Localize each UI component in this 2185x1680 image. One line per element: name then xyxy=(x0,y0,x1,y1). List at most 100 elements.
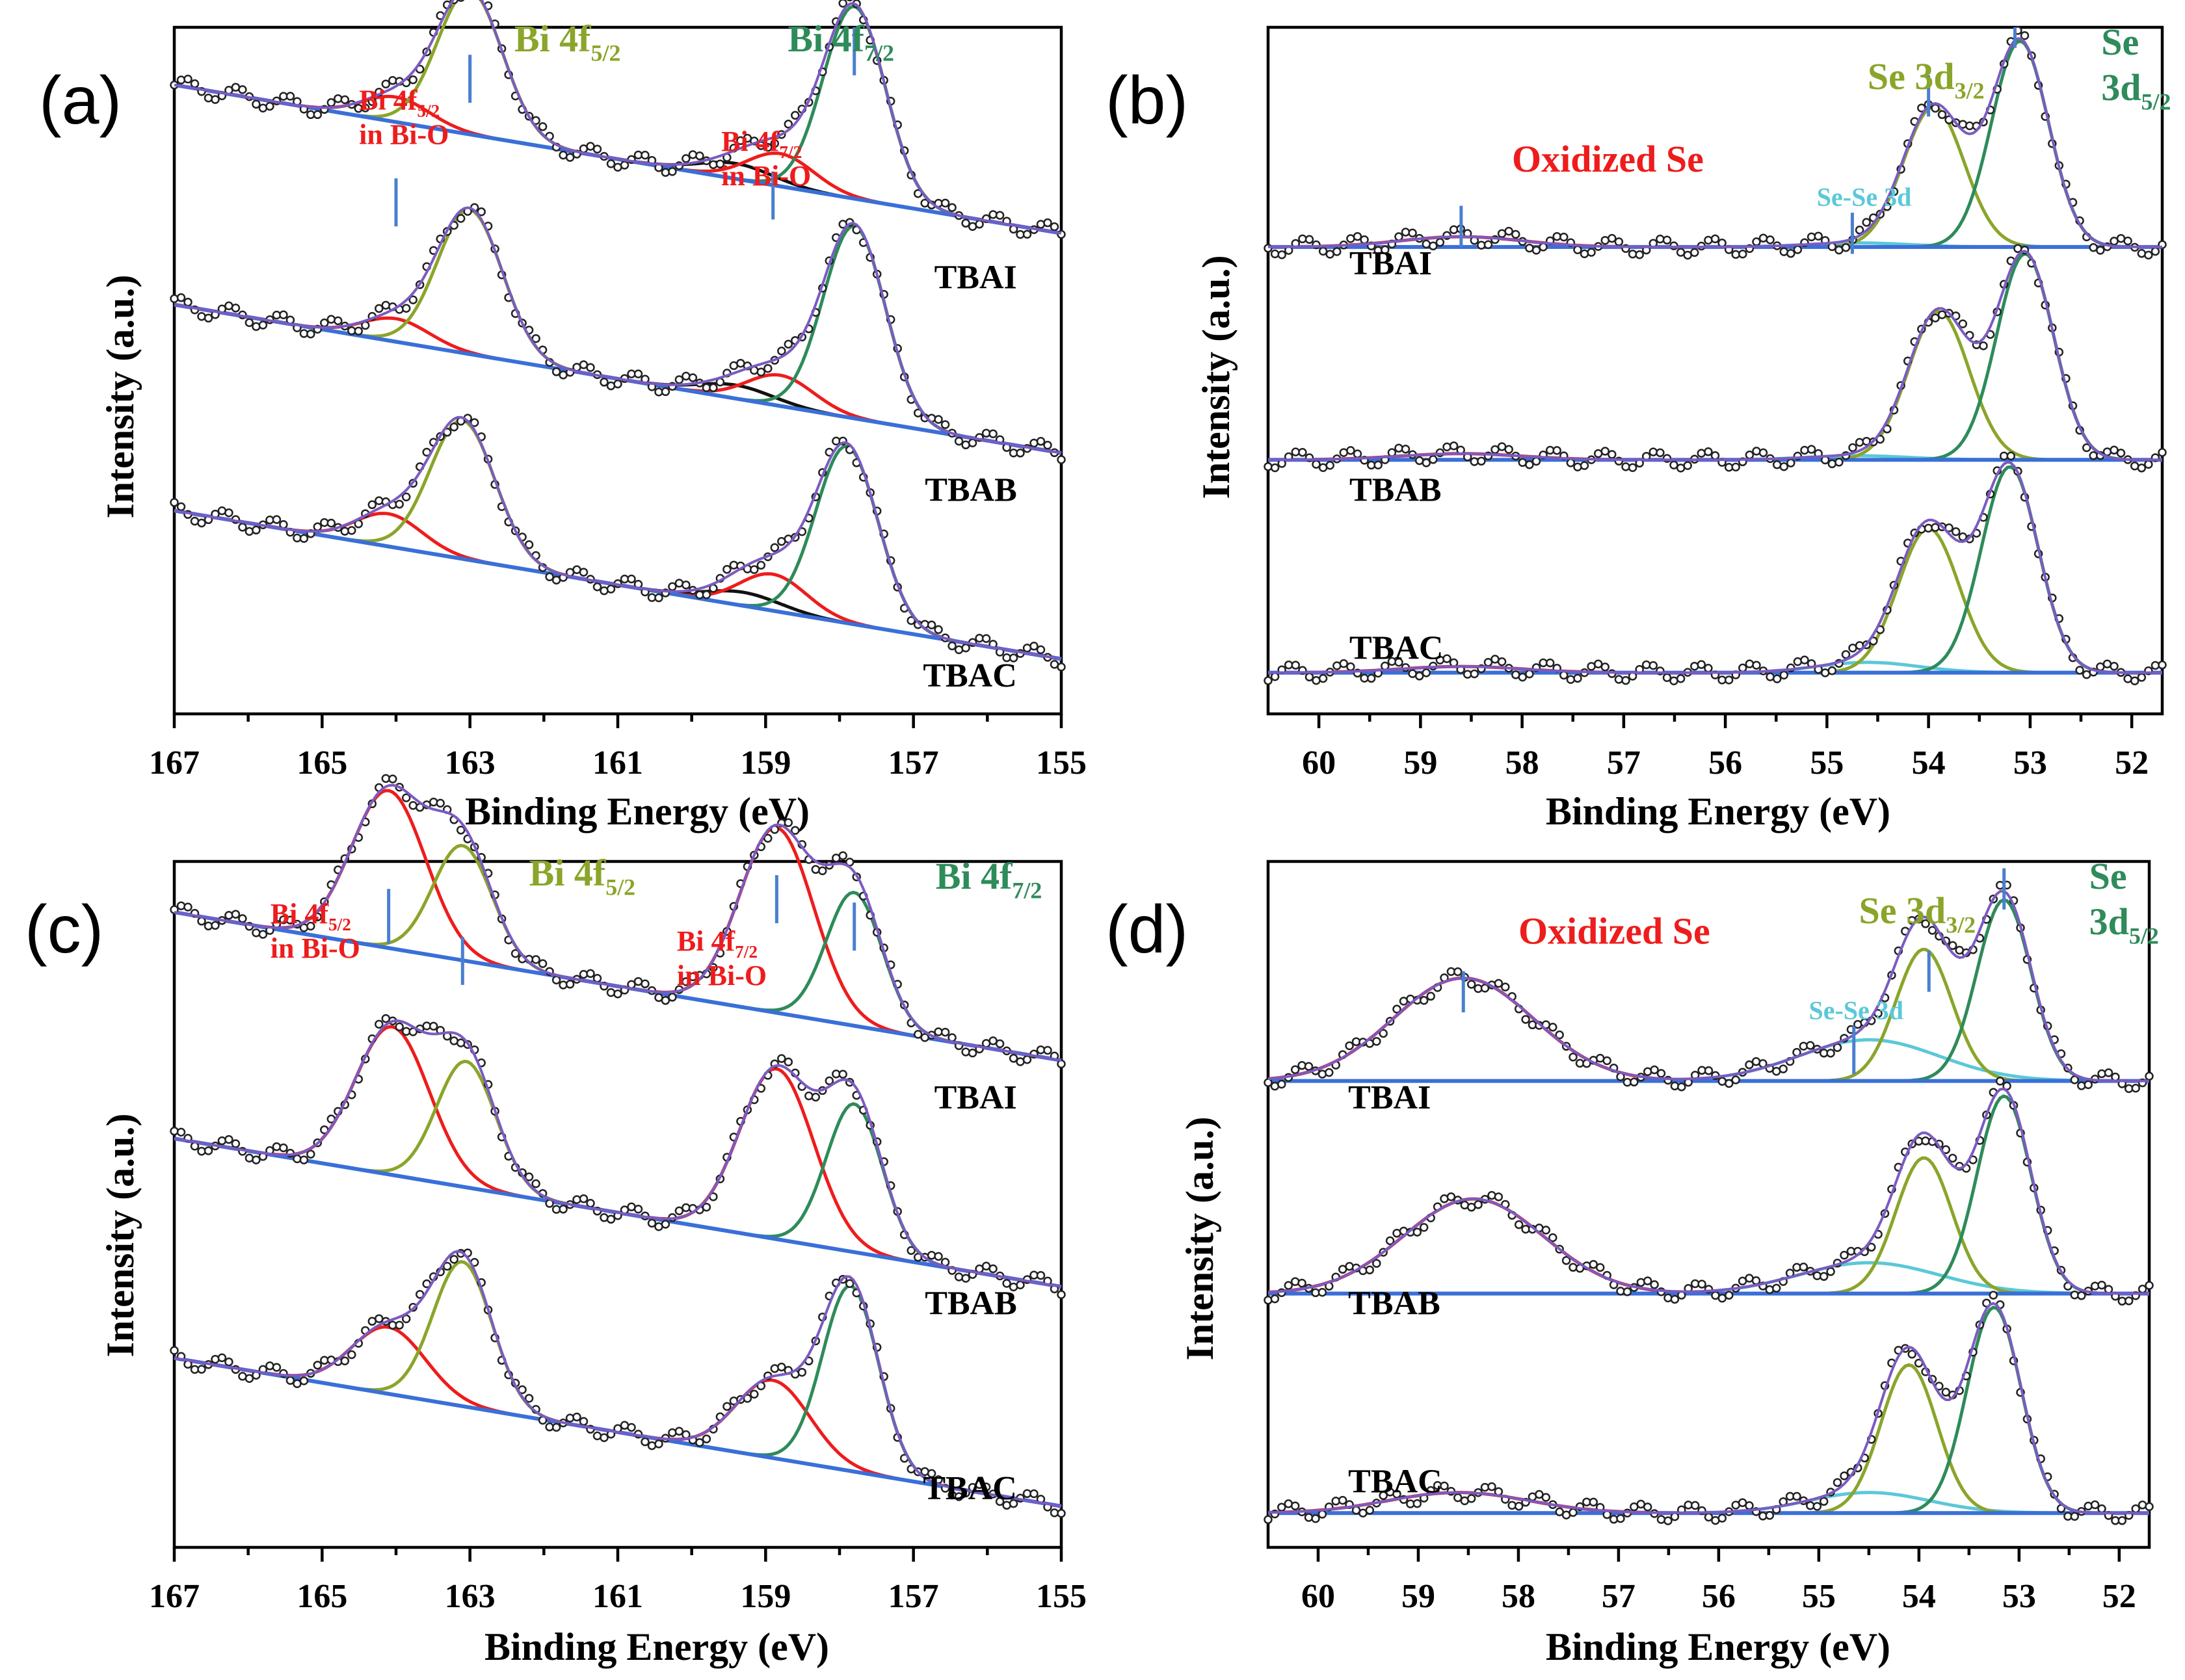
panel-b-data-point xyxy=(1449,225,1459,235)
panel-c-data-point xyxy=(784,1057,793,1067)
panel-b-data-point xyxy=(1608,450,1617,459)
panel-c-data-point xyxy=(627,1423,636,1432)
panel-d-xtick-label: 59 xyxy=(1401,1578,1435,1615)
panel-b-data-point xyxy=(1525,243,1534,253)
panel-a-data-point xyxy=(545,572,554,581)
panel-a-data-point xyxy=(668,167,677,176)
panel-a-xlabel: Binding Energy (eV) xyxy=(465,790,810,833)
panel-d-data-point xyxy=(1379,1491,1388,1501)
panel-d-xtick-label: 54 xyxy=(1902,1578,1936,1615)
panel-c-data-point xyxy=(429,1021,438,1031)
panel-c-data-point xyxy=(183,902,192,912)
panel-c-data-point xyxy=(961,1047,970,1057)
panel-b-data-point xyxy=(1318,463,1328,472)
panel-b-xtick-label: 57 xyxy=(1607,744,1641,781)
panel-c-data-point xyxy=(449,1255,458,1264)
panel-c-data-point xyxy=(682,977,691,986)
panel-a-data-point xyxy=(709,383,718,393)
panel-d-data-point xyxy=(1656,1069,1666,1078)
panel-a-data-point xyxy=(272,515,282,524)
panel-b-annotation-1: Se 3d3/2 xyxy=(1868,55,1985,104)
panel-c-data-point xyxy=(170,1346,179,1355)
panel-b-data-point xyxy=(1422,668,1431,677)
panel-a: (a) Intensity (a.u.) Binding Energy (eV)… xyxy=(39,0,1087,833)
panel-c-annotation-3: Bi 4f7/2 xyxy=(936,855,1042,904)
panel-b-data-point xyxy=(1318,246,1328,256)
panel-d-data-point xyxy=(1284,1281,1293,1290)
panel-b-data-point xyxy=(1600,447,1610,456)
panel-b-data-point xyxy=(1704,447,1713,456)
panel-b-data-point xyxy=(1318,674,1328,683)
panel-c-tbac-envelope xyxy=(174,1250,1062,1508)
panel-a-data-point xyxy=(620,161,629,170)
panel-a-data-point xyxy=(381,300,391,310)
panel-b-data-point xyxy=(1745,659,1755,668)
panel-a-data-point xyxy=(457,0,465,2)
panel-c-data-point xyxy=(279,1143,288,1153)
panel-d-data-point xyxy=(1656,1515,1666,1524)
panel-a-xtick-label: 165 xyxy=(297,744,347,781)
panel-c-data-point xyxy=(224,911,233,920)
panel-d-data-point xyxy=(1765,1511,1775,1520)
panel-b-data-point xyxy=(1710,234,1720,244)
panel-b-data-point xyxy=(1841,650,1851,659)
panel-b-data-point xyxy=(1264,676,1273,685)
panel-d-plot-frame xyxy=(1266,860,2151,1549)
panel-a-annotation-0: Bi 4f5/2 xyxy=(359,85,440,121)
panel-b-data-point xyxy=(1669,460,1678,469)
panel-d-data-point xyxy=(1650,1065,1659,1075)
panel-b-data-point xyxy=(1394,657,1403,667)
panel-c-data-point xyxy=(600,1213,609,1222)
panel-c-data-point xyxy=(1057,1290,1066,1299)
panel-b-series-tbac xyxy=(1264,451,2167,685)
panel-d-data-point xyxy=(2084,1080,2093,1090)
panel-c-data-point xyxy=(1043,1045,1052,1055)
panel-a-data-point xyxy=(340,95,350,105)
panel-b-data-point xyxy=(1779,670,1789,680)
panel-b-data-point xyxy=(1559,670,1569,680)
panel-a-data-point xyxy=(947,203,957,212)
panel-d-data-point xyxy=(1792,1491,1801,1501)
panel-a-data-point xyxy=(183,297,192,307)
panel-b-data-point xyxy=(2096,246,2105,255)
panel-a-data-point xyxy=(606,584,616,594)
panel-c-data-point xyxy=(668,993,677,1002)
panel-d-annotation-2: Se xyxy=(2089,855,2127,897)
panel-b-data-point xyxy=(1373,460,1383,469)
panel-d-data-point xyxy=(1833,1043,1842,1052)
panel-c-data-point xyxy=(204,1146,213,1155)
panel-c-data-point xyxy=(197,1365,206,1374)
panel-c-data-point xyxy=(641,1437,650,1447)
panel-b-data-point xyxy=(1752,237,1761,246)
panel-a-data-point xyxy=(238,523,247,532)
panel-a-data-point xyxy=(190,79,200,88)
panel-d-data-point xyxy=(1466,980,1476,989)
panel-a-data-point xyxy=(1009,653,1018,663)
panel-b-xtick-label: 60 xyxy=(1302,744,1336,781)
panel-a-data-point xyxy=(375,304,384,313)
panel-b-data-point xyxy=(1807,445,1816,454)
panel-b-data-point xyxy=(1848,443,1857,453)
panel-a-data-point xyxy=(1036,220,1046,229)
panel-b-data-point xyxy=(1511,230,1520,239)
panel-a-xtick-label: 163 xyxy=(445,744,496,781)
panel-a-data-point xyxy=(715,159,725,168)
panel-b-data-point xyxy=(2089,451,2098,460)
panel-b-data-point xyxy=(1731,462,1740,472)
panel-a-annotation-1: Bi 4f5/2 xyxy=(514,18,621,66)
panel-c-sample-label: TBAB xyxy=(925,1285,1017,1322)
panel-b-xtick-label: 54 xyxy=(1912,744,1946,781)
panel-a-data-point xyxy=(940,198,950,208)
panel-a-data-point xyxy=(592,582,602,592)
panel-c-data-point xyxy=(531,1179,540,1188)
panel-a-data-point xyxy=(668,582,677,592)
panel-b-data-point xyxy=(1951,527,1961,536)
panel-a-data-point xyxy=(408,295,417,304)
panel-a-data-point xyxy=(252,322,261,332)
panel-d-data-point xyxy=(2104,1068,2113,1077)
panel-a-data-point xyxy=(401,492,411,502)
panel-b-data-point xyxy=(1566,458,1576,467)
panel-b-data-point xyxy=(1855,226,1864,235)
panel-a-data-point xyxy=(846,0,853,2)
panel-d-data-point xyxy=(1555,1507,1564,1517)
